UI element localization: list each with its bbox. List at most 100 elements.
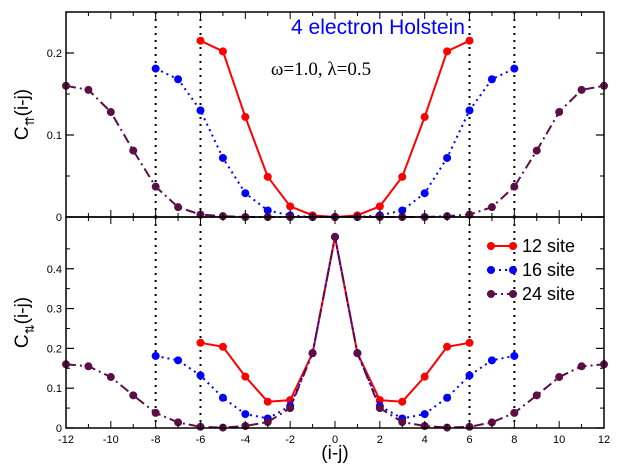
legend: 12 site 16 site 24 site — [487, 236, 575, 304]
data-point — [420, 112, 429, 121]
top-panel: 0 0.1 0.2 C⇈(i-j) — [12, 11, 608, 224]
data-point — [106, 108, 115, 117]
y-axis-label: C⇅(i-j) — [12, 297, 37, 348]
data-point — [151, 351, 160, 360]
data-point — [174, 356, 183, 365]
y-tick-label: 0.1 — [47, 130, 62, 142]
data-point — [174, 418, 183, 427]
data-point — [532, 146, 541, 155]
data-point — [196, 371, 205, 380]
data-point — [375, 404, 384, 413]
data-point — [84, 85, 93, 94]
y-axis-label: C⇈(i-j) — [12, 89, 37, 140]
series-line — [155, 236, 515, 420]
data-point — [398, 172, 407, 181]
data-point — [465, 106, 474, 115]
data-point — [129, 146, 138, 155]
legend-marker — [509, 290, 517, 298]
data-point — [286, 404, 295, 413]
x-tick-label: -6 — [196, 434, 206, 446]
data-point — [263, 397, 272, 406]
y-tick-label: 0 — [56, 212, 62, 224]
data-point — [487, 75, 496, 84]
data-point — [510, 408, 519, 417]
legend-marker — [509, 242, 517, 250]
data-point — [218, 153, 227, 162]
data-point — [263, 418, 272, 427]
data-point — [398, 418, 407, 427]
data-point — [218, 393, 227, 402]
data-point — [151, 64, 160, 73]
y-tick-label: 0.4 — [47, 264, 62, 276]
data-point — [577, 362, 586, 371]
data-point — [196, 338, 205, 347]
legend-marker — [487, 290, 495, 298]
y-tick-label: 0.2 — [47, 48, 62, 60]
y-tick-label: 0.3 — [47, 304, 62, 316]
series-line — [65, 84, 605, 218]
data-point — [420, 410, 429, 419]
data-point — [84, 362, 93, 371]
data-point — [151, 408, 160, 417]
data-point — [510, 64, 519, 73]
x-tick-label: 10 — [553, 434, 565, 446]
chart-subtitle: ω=1.0, λ=0.5 — [271, 59, 371, 80]
data-point — [129, 391, 138, 400]
data-point — [420, 372, 429, 381]
x-tick-label: 6 — [466, 434, 472, 446]
data-point — [420, 189, 429, 198]
data-point — [263, 172, 272, 181]
data-point — [465, 371, 474, 380]
data-point — [263, 206, 272, 215]
data-point — [487, 418, 496, 427]
data-point — [196, 106, 205, 115]
x-tick-label: -12 — [58, 434, 74, 446]
x-tick-label: -10 — [103, 434, 119, 446]
data-point — [465, 338, 474, 347]
data-point — [577, 85, 586, 94]
x-tick-label: -8 — [151, 434, 161, 446]
legend-label: 12 site — [522, 236, 575, 256]
data-point — [218, 47, 227, 56]
data-point — [555, 108, 564, 117]
data-point — [308, 349, 317, 358]
data-point — [218, 342, 227, 351]
x-tick-label: 2 — [377, 434, 383, 446]
data-point — [398, 206, 407, 215]
series-line — [200, 236, 470, 403]
chart-title: 4 electron Holstein — [291, 16, 465, 39]
legend-marker — [487, 266, 495, 274]
data-point — [532, 391, 541, 400]
x-tick-label: 0 — [332, 434, 338, 446]
data-point — [286, 202, 295, 211]
y-tick-label: 0.1 — [47, 383, 62, 395]
data-point — [510, 182, 519, 191]
data-point — [555, 373, 564, 382]
data-point — [487, 203, 496, 212]
data-point — [241, 189, 250, 198]
x-tick-label: -4 — [240, 434, 250, 446]
x-tick-label: -2 — [285, 434, 295, 446]
y-tick-label: 0.2 — [47, 343, 62, 355]
data-point — [443, 47, 452, 56]
data-point — [487, 356, 496, 365]
data-point — [106, 373, 115, 382]
data-point — [375, 202, 384, 211]
data-point — [398, 397, 407, 406]
data-point — [465, 36, 474, 45]
data-point — [241, 372, 250, 381]
data-point — [196, 36, 205, 45]
data-point — [241, 410, 250, 419]
legend-marker — [509, 266, 517, 274]
series-line — [155, 67, 515, 218]
data-point — [174, 203, 183, 212]
data-point — [241, 112, 250, 121]
legend-marker — [487, 242, 495, 250]
plot-frame — [65, 11, 605, 218]
data-point — [151, 182, 160, 191]
x-tick-label: 12 — [598, 434, 610, 446]
x-tick-label: 4 — [422, 434, 428, 446]
data-point — [443, 393, 452, 402]
data-point — [510, 351, 519, 360]
